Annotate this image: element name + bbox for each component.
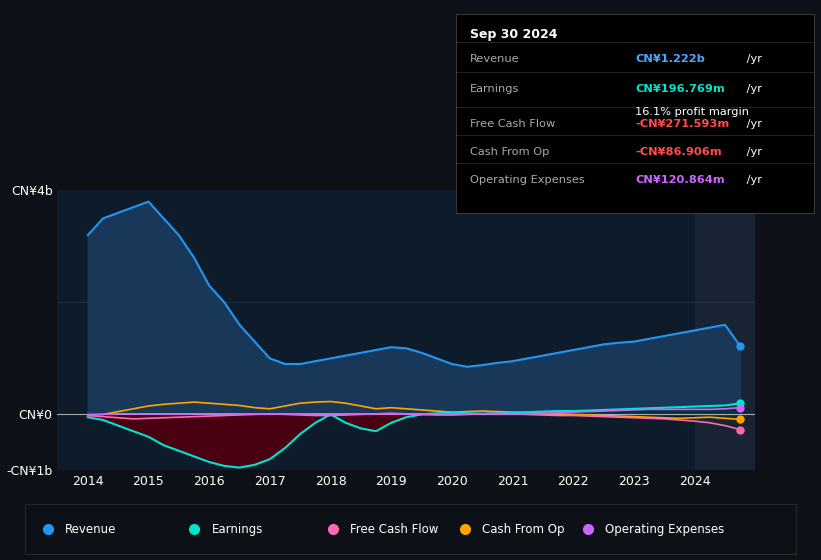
Text: Cash From Op: Cash From Op [470, 147, 549, 157]
Text: Free Cash Flow: Free Cash Flow [470, 119, 555, 129]
Text: /yr: /yr [743, 54, 762, 64]
Bar [695, 190, 755, 470]
Text: Revenue: Revenue [65, 522, 116, 536]
Text: Earnings: Earnings [470, 83, 520, 94]
Text: /yr: /yr [743, 83, 762, 94]
Text: /yr: /yr [743, 175, 762, 185]
Text: Operating Expenses: Operating Expenses [605, 522, 724, 536]
Text: -CN¥86.906m: -CN¥86.906m [635, 147, 722, 157]
Text: Operating Expenses: Operating Expenses [470, 175, 585, 185]
Text: CN¥1.222b: CN¥1.222b [635, 54, 705, 64]
Text: Free Cash Flow: Free Cash Flow [351, 522, 438, 536]
Text: /yr: /yr [743, 119, 762, 129]
Text: CN¥120.864m: CN¥120.864m [635, 175, 725, 185]
Text: 16.1% profit margin: 16.1% profit margin [635, 108, 749, 118]
Text: Revenue: Revenue [470, 54, 520, 64]
Text: -CN¥271.593m: -CN¥271.593m [635, 119, 729, 129]
Text: Sep 30 2024: Sep 30 2024 [470, 28, 557, 41]
Text: Earnings: Earnings [211, 522, 263, 536]
Text: /yr: /yr [743, 147, 762, 157]
Text: CN¥196.769m: CN¥196.769m [635, 83, 725, 94]
Text: Cash From Op: Cash From Op [481, 522, 564, 536]
